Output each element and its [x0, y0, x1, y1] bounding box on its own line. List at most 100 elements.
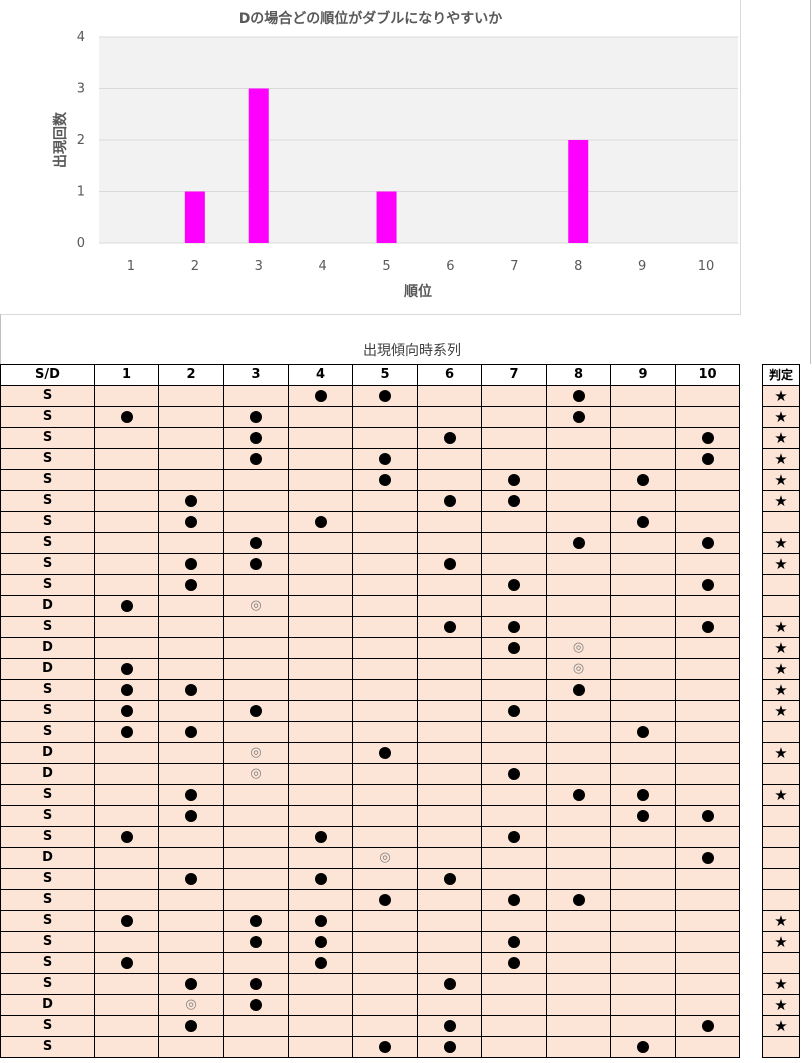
table-cell	[417, 721, 482, 743]
table-cell	[158, 1036, 224, 1058]
table-cell	[158, 574, 224, 596]
table-cell	[481, 931, 547, 953]
header-row: S/D 1 2 3 4 5 6 7 8 9 10	[0, 364, 740, 386]
table-cell	[546, 448, 611, 470]
table-cell	[94, 805, 159, 827]
dot-marker	[250, 536, 262, 549]
table-cell	[223, 679, 289, 701]
header-rank-1: 1	[94, 364, 159, 386]
dot-marker	[120, 410, 133, 423]
double-marker: ◎	[250, 766, 262, 781]
table-cell	[481, 952, 547, 974]
table-cell	[288, 889, 353, 911]
table-cell	[352, 952, 418, 974]
table-cell	[352, 763, 418, 785]
x-tick-label: 5	[382, 259, 390, 274]
table-cell	[94, 721, 159, 743]
table-cell	[546, 952, 611, 974]
table-cell	[158, 721, 224, 743]
table-cell	[675, 784, 740, 806]
table-cell	[546, 679, 611, 701]
table-cell	[675, 385, 740, 407]
dot-marker	[508, 893, 520, 906]
judge-cell	[762, 952, 800, 974]
judge-cell	[762, 889, 800, 911]
dot-marker	[443, 557, 456, 570]
table-cell	[223, 931, 289, 953]
table-cell	[546, 742, 611, 764]
table-row: S	[0, 616, 740, 638]
table-cell	[675, 574, 740, 596]
dot-marker	[379, 389, 391, 402]
dot-marker	[572, 389, 585, 402]
dot-marker	[314, 872, 327, 885]
double-marker: ◎	[572, 661, 585, 676]
table-cell	[288, 637, 353, 659]
table-cell	[223, 553, 289, 575]
row-type: S	[0, 511, 95, 533]
x-tick-label: 10	[698, 259, 715, 274]
dot-marker	[508, 641, 520, 654]
table-cell	[158, 805, 224, 827]
row-type: S	[0, 973, 95, 995]
dot-marker	[185, 809, 197, 822]
table-cell	[352, 889, 418, 911]
row-type: S	[0, 448, 95, 470]
judge-cell: ★	[762, 532, 800, 554]
table-cell	[675, 994, 740, 1016]
table-cell	[352, 784, 418, 806]
judge-cell: ★	[762, 469, 800, 491]
table-cell	[352, 1036, 418, 1058]
table-cell	[94, 1036, 159, 1058]
table-cell	[288, 616, 353, 638]
header-rank-3: 3	[223, 364, 289, 386]
table-cell	[610, 910, 676, 932]
table-row: S	[0, 784, 740, 806]
table-cell	[610, 448, 676, 470]
table-cell	[352, 994, 418, 1016]
table-cell	[352, 637, 418, 659]
row-type: S	[0, 427, 95, 449]
row-type: S	[0, 616, 95, 638]
dot-marker	[185, 557, 197, 570]
table-cell	[481, 469, 547, 491]
table-cell	[481, 721, 547, 743]
table-cell	[158, 532, 224, 554]
table-cell	[94, 742, 159, 764]
table-cell	[481, 742, 547, 764]
judge-table: 判定 ★ ★ ★ ★ ★ ★ ★ ★ ★ ★ ★ ★ ★ ★ ★ ★ ★ ★ ★ ★	[762, 364, 800, 1058]
table-cell	[417, 826, 482, 848]
table-cell	[610, 490, 676, 512]
table-cell	[288, 910, 353, 932]
table-cell	[417, 532, 482, 554]
table-cell	[288, 952, 353, 974]
table-cell	[417, 574, 482, 596]
table-cell: ◎	[223, 742, 289, 764]
table-cell	[481, 385, 547, 407]
table-cell	[610, 1015, 676, 1037]
table-cell	[158, 490, 224, 512]
table-cell	[223, 826, 289, 848]
x-tick-label: 8	[574, 259, 582, 274]
table-cell	[352, 826, 418, 848]
dot-marker	[443, 620, 456, 633]
table-cell	[481, 826, 547, 848]
dot-marker	[185, 578, 197, 591]
x-tick-label: 2	[191, 259, 199, 274]
row-type: S	[0, 490, 95, 512]
frame-border-right	[810, 0, 811, 364]
table-cell	[417, 1015, 482, 1037]
table-cell	[610, 511, 676, 533]
judge-cell: ★	[762, 931, 800, 953]
dot-marker	[701, 578, 714, 591]
table-cell	[94, 469, 159, 491]
table-cell	[288, 574, 353, 596]
row-type: D	[0, 595, 95, 617]
table-cell	[223, 910, 289, 932]
table-cell	[288, 1015, 353, 1037]
table-cell	[675, 427, 740, 449]
table-cell	[546, 784, 611, 806]
dot-marker	[443, 1019, 456, 1032]
table-cell	[158, 826, 224, 848]
table-row: S	[0, 721, 740, 743]
